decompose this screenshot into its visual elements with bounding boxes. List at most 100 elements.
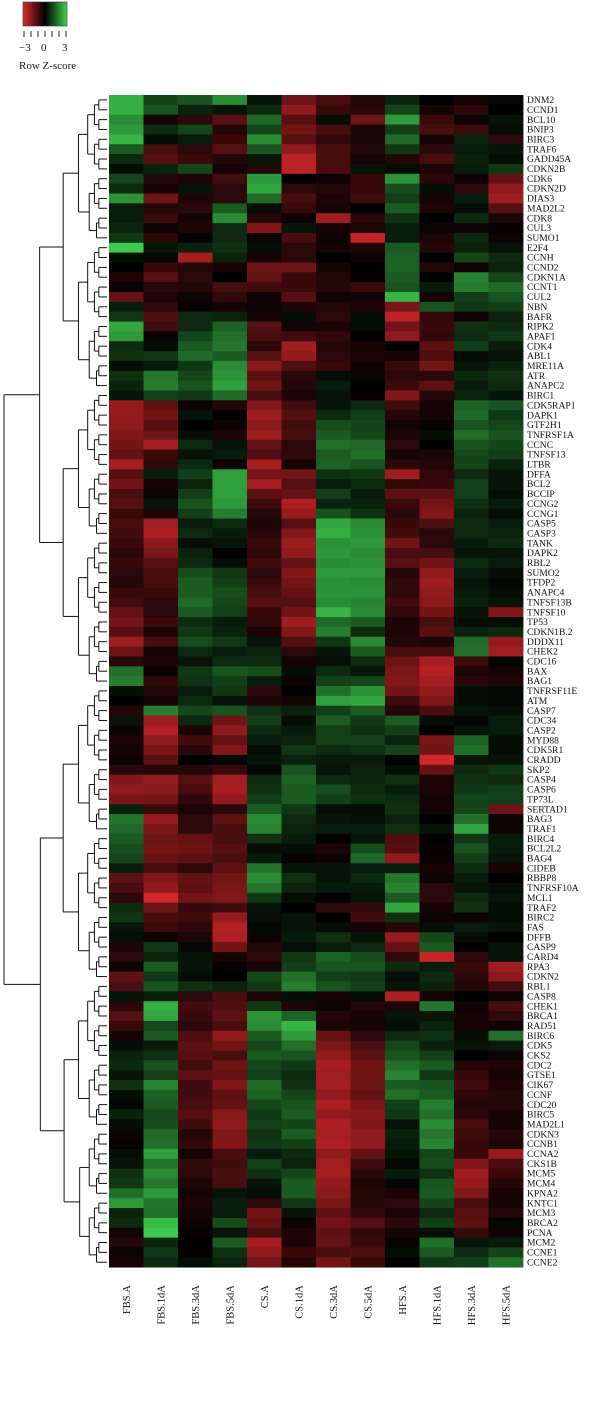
heatmap-cell bbox=[316, 764, 351, 776]
heatmap-cell bbox=[316, 124, 351, 135]
heatmap-cell bbox=[385, 666, 420, 677]
heatmap-cell bbox=[454, 489, 489, 500]
heatmap-cell bbox=[385, 538, 420, 549]
heatmap-cell bbox=[385, 301, 420, 313]
heatmap-cell bbox=[316, 1119, 351, 1130]
heatmap-cell bbox=[316, 1247, 351, 1258]
heatmap-cell bbox=[212, 95, 248, 106]
heatmap-cell bbox=[419, 272, 455, 283]
heatmap-cell bbox=[143, 341, 179, 352]
row-dendrogram bbox=[3, 99, 107, 1263]
heatmap-cell bbox=[316, 213, 351, 224]
heatmap-cell bbox=[247, 853, 282, 864]
heatmap-cell bbox=[212, 311, 248, 322]
heatmap-cell bbox=[385, 1139, 420, 1150]
heatmap-cell bbox=[109, 95, 144, 106]
heatmap-cell bbox=[488, 951, 524, 963]
heatmap-cell bbox=[350, 508, 386, 519]
heatmap-cell bbox=[419, 833, 455, 844]
heatmap-cell bbox=[419, 902, 455, 913]
heatmap-cell bbox=[247, 833, 282, 844]
heatmap-cell bbox=[109, 1188, 144, 1199]
heatmap-cell bbox=[488, 754, 524, 766]
heatmap-cell bbox=[454, 1227, 489, 1238]
heatmap-cell bbox=[212, 567, 248, 579]
heatmap-cell bbox=[350, 479, 386, 490]
heatmap-cell bbox=[212, 459, 248, 470]
column-labels: FBS.A FBS.1dA FBS.3dA FBS.5dA CS.A CS.1dA CS.3… bbox=[122, 1285, 513, 1325]
heatmap-cell bbox=[178, 459, 213, 470]
heatmap-cell bbox=[178, 183, 213, 194]
heatmap-cell bbox=[247, 912, 282, 923]
heatmap-cell bbox=[247, 1178, 282, 1189]
heatmap-cell bbox=[281, 360, 317, 372]
heatmap-cell bbox=[212, 1237, 248, 1248]
heatmap-cell bbox=[247, 163, 282, 175]
heatmap-cell bbox=[419, 981, 455, 992]
heatmap-cell bbox=[488, 1208, 524, 1219]
heatmap-cell bbox=[488, 331, 524, 342]
heatmap-cell bbox=[488, 636, 524, 647]
heatmap-cell bbox=[281, 794, 317, 805]
heatmap-cell bbox=[454, 154, 489, 165]
heatmap-cell bbox=[316, 1040, 351, 1051]
heatmap-cell bbox=[419, 695, 455, 707]
heatmap-cell bbox=[212, 134, 248, 145]
heatmap-cell bbox=[454, 360, 489, 372]
heatmap-cell bbox=[109, 183, 144, 194]
heatmap-cell bbox=[488, 646, 524, 657]
row-label: CDKN2 bbox=[527, 972, 559, 983]
column-label: CS.5dA bbox=[364, 1285, 375, 1319]
heatmap-cell bbox=[385, 459, 420, 470]
heatmap-cell bbox=[488, 508, 524, 519]
heatmap-cell bbox=[350, 883, 386, 894]
heatmap-cell bbox=[385, 607, 420, 618]
heatmap-cell bbox=[212, 232, 248, 244]
heatmap-cell bbox=[350, 823, 386, 835]
heatmap-cell bbox=[350, 577, 386, 588]
heatmap-cell bbox=[350, 735, 386, 746]
heatmap-cell bbox=[281, 1139, 317, 1150]
heatmap-cell bbox=[109, 922, 144, 933]
heatmap-cell bbox=[419, 95, 455, 106]
heatmap-cell bbox=[178, 705, 213, 716]
heatmap-cell bbox=[109, 193, 144, 204]
heatmap-cell bbox=[385, 577, 420, 588]
heatmap-cell bbox=[385, 1050, 420, 1061]
heatmap-cell bbox=[350, 1129, 386, 1140]
heatmap-cell bbox=[454, 587, 489, 598]
heatmap-cell bbox=[316, 272, 351, 283]
heatmap-cell bbox=[488, 961, 524, 973]
heatmap-cell bbox=[488, 1099, 524, 1110]
heatmap-cell bbox=[178, 587, 213, 598]
heatmap-cell bbox=[281, 351, 317, 362]
heatmap-cell bbox=[419, 863, 455, 874]
heatmap-cell bbox=[316, 390, 351, 401]
heatmap-cell bbox=[488, 1237, 524, 1248]
heatmap-cell bbox=[419, 843, 455, 854]
heatmap-cell bbox=[350, 794, 386, 805]
heatmap-cell bbox=[488, 134, 524, 145]
heatmap-cell bbox=[350, 626, 386, 638]
heatmap-cell bbox=[419, 439, 455, 450]
heatmap-cell bbox=[488, 154, 524, 165]
row-label: MAD2L1 bbox=[527, 1119, 565, 1130]
heatmap-cell bbox=[385, 498, 420, 510]
row-label: BCL2L2 bbox=[527, 844, 561, 855]
heatmap-cell bbox=[247, 577, 282, 588]
heatmap-cell bbox=[281, 892, 317, 904]
heatmap-cell bbox=[488, 912, 524, 923]
heatmap-cell bbox=[281, 518, 317, 529]
heatmap-cell bbox=[454, 380, 489, 391]
heatmap-cell bbox=[247, 1001, 282, 1012]
heatmap-cell bbox=[212, 518, 248, 529]
heatmap-cell bbox=[454, 794, 489, 805]
heatmap-cell bbox=[350, 1040, 386, 1051]
heatmap-cell bbox=[143, 134, 179, 145]
heatmap-cell bbox=[247, 104, 282, 116]
heatmap-cell bbox=[350, 1001, 386, 1012]
heatmap-cell bbox=[212, 1129, 248, 1140]
row-label: BAFR bbox=[527, 312, 553, 323]
heatmap-cell bbox=[281, 489, 317, 500]
heatmap-cell bbox=[143, 784, 179, 795]
